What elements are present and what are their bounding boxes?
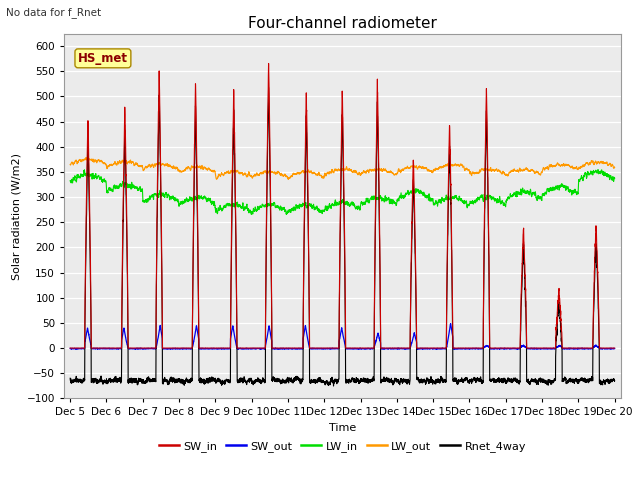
SW_out [164,346,172,352]
LW_out [611,165,618,170]
LW_in [67,178,74,183]
SW_out [447,321,454,326]
Rnet_4way [265,84,273,90]
SW_in [67,345,74,351]
LW_in [611,176,618,181]
Y-axis label: Solar radiation (W/m2): Solar radiation (W/m2) [11,153,21,279]
Rnet_4way [322,379,330,384]
SW_out [322,346,330,352]
SW_out [435,346,442,351]
SW_in [164,345,172,351]
LW_out [82,155,90,160]
LW_out [323,172,330,178]
LW_in [322,206,330,212]
LW_out [611,165,618,171]
Line: LW_out: LW_out [70,157,614,180]
SW_in [265,60,273,66]
LW_in [435,198,442,204]
Title: Four-channel radiometer: Four-channel radiometer [248,16,437,31]
SW_in [611,345,618,351]
SW_out [433,346,440,352]
SW_out [67,346,74,351]
LW_in [465,202,472,207]
Rnet_4way [330,383,337,389]
LW_in [594,167,602,172]
Rnet_4way [435,378,442,384]
SW_out [611,346,618,351]
X-axis label: Time: Time [329,423,356,433]
LW_out [435,166,442,171]
Text: HS_met: HS_met [78,52,128,65]
SW_in [610,345,618,351]
LW_out [164,164,172,169]
LW_out [284,177,292,182]
LW_in [164,192,172,198]
LW_in [282,212,290,217]
SW_out [611,346,618,351]
SW_out [495,346,503,351]
SW_out [465,345,472,351]
LW_out [465,168,472,173]
Rnet_4way [611,378,618,384]
Rnet_4way [465,378,472,384]
Rnet_4way [67,375,74,381]
LW_out [67,162,74,168]
LW_in [495,197,503,203]
LW_out [495,169,503,175]
SW_in [495,345,503,351]
Text: No data for f_Rnet: No data for f_Rnet [6,7,102,18]
Rnet_4way [164,382,172,387]
Line: SW_out: SW_out [70,324,614,349]
Line: Rnet_4way: Rnet_4way [70,87,614,386]
SW_in [435,345,442,351]
Rnet_4way [495,376,503,382]
SW_in [322,345,330,351]
SW_in [465,345,472,351]
LW_in [611,176,618,181]
Rnet_4way [611,376,618,382]
Line: SW_in: SW_in [70,63,614,348]
Line: LW_in: LW_in [70,169,614,215]
Legend: SW_in, SW_out, LW_in, LW_out, Rnet_4way: SW_in, SW_out, LW_in, LW_out, Rnet_4way [154,437,531,456]
